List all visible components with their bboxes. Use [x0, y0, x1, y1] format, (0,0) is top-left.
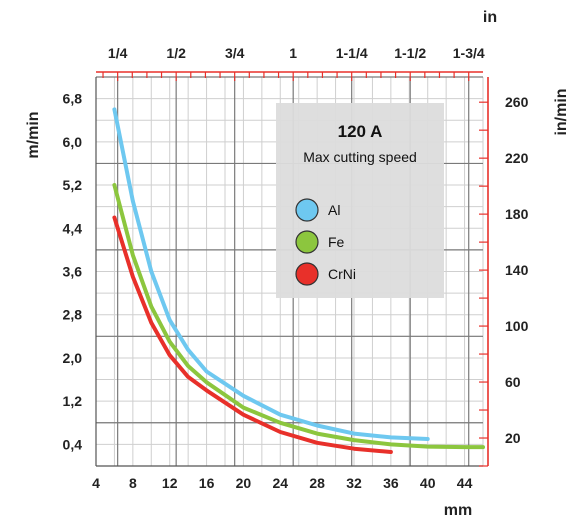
top-tick-label: 1-1/2	[394, 45, 426, 61]
y-right-tick-label: 260	[505, 94, 529, 110]
right-axis-unit: in/min	[553, 88, 570, 135]
legend-label-fe: Fe	[328, 234, 345, 250]
y-right-tick-label: 100	[505, 318, 529, 334]
y-left-tick-label: 1,2	[63, 393, 83, 409]
top-tick-label: 1/2	[166, 45, 186, 61]
legend-entries: Al Fe CrNi	[295, 198, 356, 286]
x-tick-label: 12	[162, 475, 178, 491]
y-left-tick-label: 2,0	[63, 350, 83, 366]
x-tick-label: 36	[383, 475, 399, 491]
y-right-tick-label: 220	[505, 150, 529, 166]
top-tick-label: 3/4	[225, 45, 245, 61]
y-left-tick-label: 3,6	[63, 264, 83, 280]
top-tick-label: 1/4	[108, 45, 128, 61]
y-left-tick-label: 2,8	[63, 307, 83, 323]
left-axis-unit: m/min	[25, 111, 42, 158]
y-left-tick-label: 0,4	[63, 436, 83, 452]
axes: 4 8 12 16 20 24 28 32 36 40 44 0,4 1,2 2,0 2,8 3,6 4,4 5,…	[63, 45, 529, 491]
legend-label-crni: CrNi	[328, 266, 356, 282]
x-tick-label: 28	[309, 475, 325, 491]
top-tick-label: 1-1/4	[336, 45, 368, 61]
y-right-tick-label: 180	[505, 206, 529, 222]
legend-swatch-crni	[295, 262, 319, 286]
x-tick-label: 16	[199, 475, 215, 491]
series-line-fe	[112, 183, 485, 450]
series-line-crni	[112, 215, 393, 454]
series-line-al	[112, 107, 430, 441]
top-tick-label: 1-3/4	[453, 45, 485, 61]
top-axis-unit: in	[483, 9, 497, 26]
y-left-tick-label: 5,2	[63, 177, 83, 193]
top-tick-label: 1	[289, 45, 297, 61]
legend-subtitle: Max cutting speed	[303, 149, 417, 165]
x-tick-label: 40	[420, 475, 436, 491]
y-left-tick-label: 6,8	[63, 91, 83, 107]
y-right-tick-label: 60	[505, 374, 521, 390]
y-left-tick-label: 4,4	[63, 220, 83, 236]
x-tick-label: 44	[457, 475, 473, 491]
bottom-axis-unit: mm	[444, 502, 472, 519]
y-right-tick-label: 20	[505, 430, 521, 446]
x-tick-label: 8	[129, 475, 137, 491]
x-tick-label: 4	[92, 475, 100, 491]
x-tick-label: 24	[272, 475, 288, 491]
x-tick-label: 20	[236, 475, 252, 491]
legend-swatch-fe	[295, 230, 319, 254]
legend-swatch-al	[295, 198, 319, 222]
y-right-tick-label: 140	[505, 262, 529, 278]
y-left-tick-label: 6,0	[63, 134, 83, 150]
legend-label-al: Al	[328, 202, 340, 218]
series-lines	[112, 107, 485, 454]
x-tick-label: 32	[346, 475, 362, 491]
legend-title: 120 A	[338, 122, 383, 141]
